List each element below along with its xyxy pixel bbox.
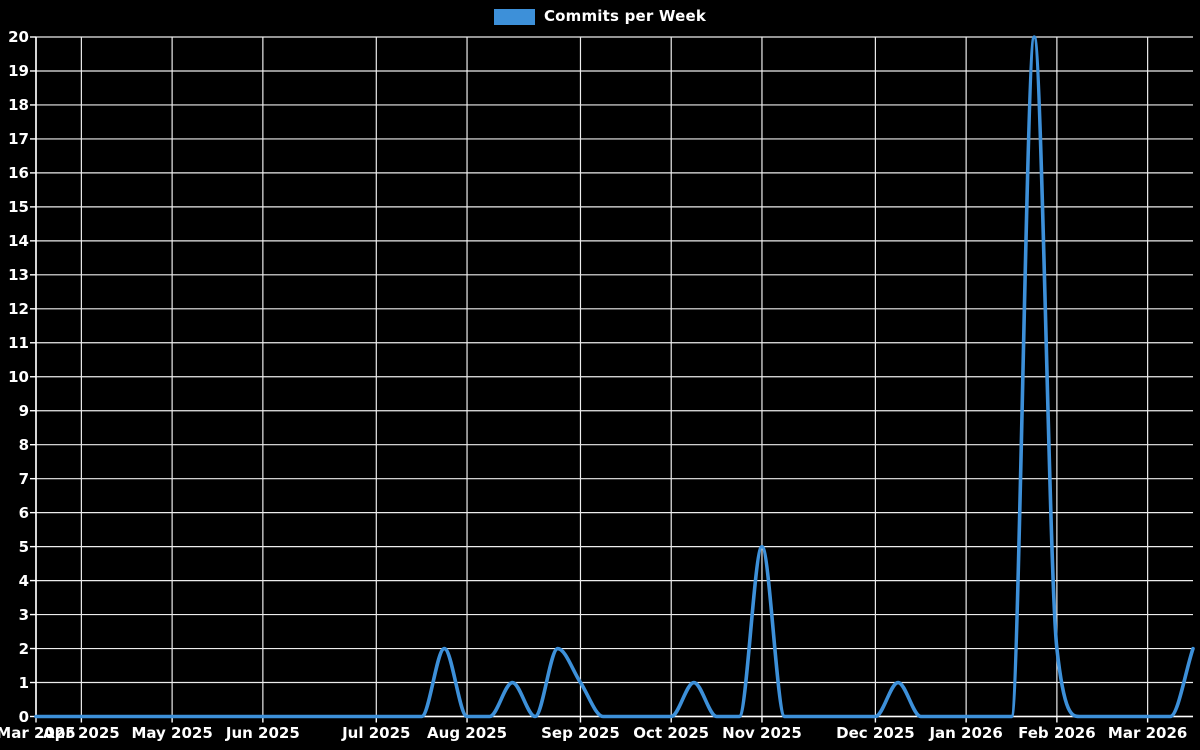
y-tick-label: 4: [18, 571, 29, 590]
x-tick-label: Sep 2025: [541, 724, 620, 742]
y-tick-label: 3: [18, 605, 29, 624]
y-tick-label: 16: [8, 163, 29, 182]
x-tick-label: Nov 2025: [722, 724, 802, 742]
y-tick-label: 14: [8, 231, 29, 250]
y-tick-label: 10: [8, 367, 29, 386]
y-tick-label: 18: [8, 95, 29, 114]
y-tick-label: 15: [8, 197, 29, 216]
chart-legend: Commits per Week: [0, 7, 1200, 26]
y-tick-label: 17: [8, 129, 29, 148]
commits-line: [34, 35, 1195, 719]
y-tick-label: 0: [18, 707, 29, 726]
x-tick-label: Jan 2026: [929, 724, 1003, 742]
legend-item-commits[interactable]: Commits per Week: [493, 7, 707, 26]
y-tick-label: 1: [18, 673, 29, 692]
y-tick-label: 9: [18, 401, 29, 420]
y-tick-label: 5: [18, 537, 29, 556]
x-tick-label: Dec 2025: [836, 724, 915, 742]
x-tick-label: Jul 2025: [342, 724, 411, 742]
x-tick-label: May 2025: [131, 724, 213, 742]
x-tick-label: Mar 2025: [0, 724, 76, 742]
legend-color-swatch: [493, 8, 535, 25]
y-tick-label: 6: [18, 503, 29, 522]
y-tick-label: 7: [18, 469, 29, 488]
y-tick-label: 8: [18, 435, 29, 454]
x-tick-label: Feb 2026: [1018, 724, 1096, 742]
y-tick-label: 20: [8, 28, 29, 46]
series-layer: [34, 35, 1195, 719]
y-tick-label: 12: [8, 299, 29, 318]
x-tick-label: Mar 2026: [1107, 724, 1188, 742]
x-tick-label: Aug 2025: [427, 724, 508, 742]
gridlines-layer: [35, 36, 1193, 718]
y-tick-label: 19: [8, 61, 29, 80]
x-tick-label: Apr 2025: [43, 724, 120, 742]
y-tick-label: 13: [8, 265, 29, 284]
x-tick-label: Oct 2025: [633, 724, 710, 742]
x-tick-label: Jun 2025: [225, 724, 300, 742]
legend-label: Commits per Week: [543, 7, 707, 25]
y-tick-label: 2: [18, 639, 29, 658]
y-tick-label: 11: [8, 333, 29, 352]
